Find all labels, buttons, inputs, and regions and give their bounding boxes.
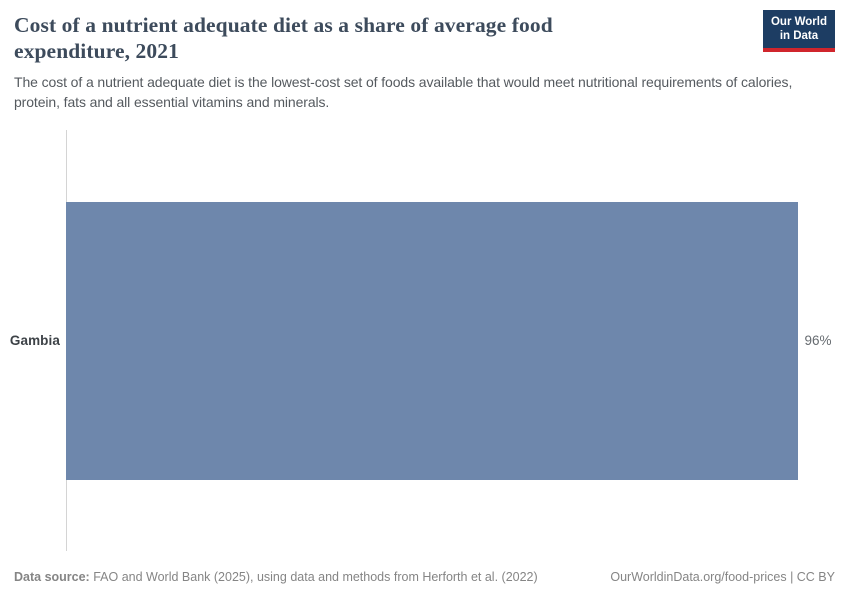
bar-rows: Gambia 96% — [0, 130, 850, 551]
chart-subtitle: The cost of a nutrient adequate diet is … — [14, 74, 793, 111]
data-source-text: FAO and World Bank (2025), using data an… — [93, 569, 538, 584]
bar-row: Gambia 96% — [0, 201, 850, 480]
value-label: 96% — [804, 333, 832, 348]
chart-area: Gambia 96% — [0, 130, 850, 551]
bar[interactable] — [66, 201, 798, 480]
owid-logo-line1: Our World — [770, 16, 827, 28]
data-source: Data source: FAO and World Bank (2025), … — [14, 569, 538, 585]
footer-rights-link[interactable]: OurWorldinData.org/food-prices | CC BY — [610, 569, 835, 584]
chart-header: Cost of a nutrient adequate diet as a sh… — [0, 0, 850, 113]
owid-logo[interactable]: Our World in Data — [762, 10, 835, 53]
entity-label[interactable]: Gambia — [9, 333, 60, 348]
chart-footer: Data source: FAO and World Bank (2025), … — [0, 569, 850, 600]
page-title: Cost of a nutrient adequate diet as a sh… — [14, 13, 553, 64]
owid-logo-line2: in Data — [779, 29, 819, 42]
data-source-label: Data source: — [14, 569, 90, 584]
